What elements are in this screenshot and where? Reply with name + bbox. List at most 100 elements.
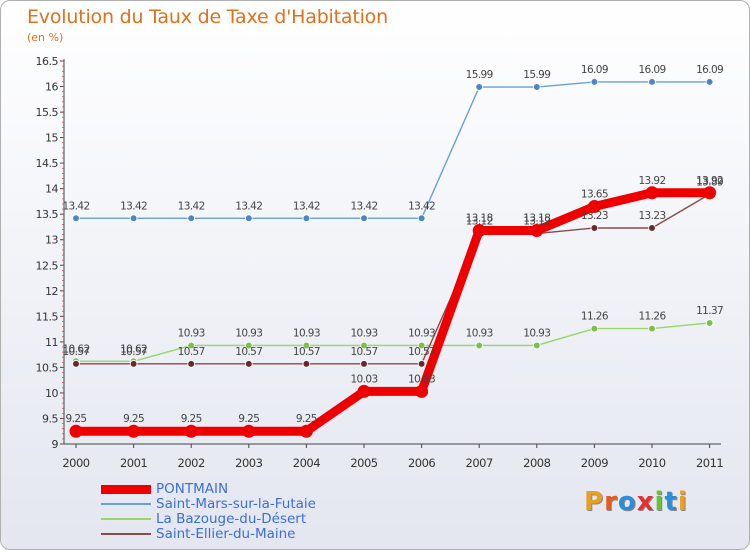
data-point xyxy=(648,324,656,333)
data-label: 10.93 xyxy=(350,327,377,339)
data-point xyxy=(705,78,714,86)
logo-letter: P xyxy=(584,487,605,517)
data-label: 10.57 xyxy=(350,346,377,358)
y-tick-label: 14.5 xyxy=(36,157,59,170)
data-point xyxy=(590,78,599,86)
logo-letter: i xyxy=(677,487,688,517)
data-point xyxy=(472,224,486,238)
y-tick-label: 11.5 xyxy=(36,310,59,323)
logo-letter: t xyxy=(664,487,678,517)
x-tick-label: 2009 xyxy=(581,456,608,470)
data-label: 13.89 xyxy=(696,176,723,188)
y-tick-label: 15.5 xyxy=(36,106,59,119)
y-tick-label: 12.5 xyxy=(36,259,59,272)
data-label: 9.25 xyxy=(66,413,87,425)
series-line-1 xyxy=(75,81,711,219)
data-label: 13.42 xyxy=(178,200,205,212)
data-point xyxy=(645,186,659,200)
data-label: 10.57 xyxy=(62,346,89,358)
data-point xyxy=(703,186,717,200)
data-point xyxy=(590,224,599,232)
data-label: 10.62 xyxy=(120,343,147,355)
proxiti-logo: Proxiti xyxy=(584,487,688,517)
data-point xyxy=(129,360,138,368)
data-label: 13.18 xyxy=(466,213,493,225)
y-tick-label: 11 xyxy=(45,336,58,349)
data-point xyxy=(475,83,484,91)
x-tick-label: 2001 xyxy=(120,456,147,470)
y-tick-label: 10.5 xyxy=(36,361,59,374)
data-label: 10.03 xyxy=(350,373,377,385)
data-point xyxy=(475,341,484,350)
logo-letter: o xyxy=(617,487,637,517)
data-label: 13.42 xyxy=(293,200,320,212)
data-label: 16.09 xyxy=(581,64,608,76)
data-point xyxy=(415,384,429,398)
legend-swatch xyxy=(101,484,151,494)
data-point xyxy=(532,341,541,350)
data-label: 10.57 xyxy=(235,346,262,358)
data-point xyxy=(187,214,196,223)
data-label: 10.57 xyxy=(120,346,147,358)
y-tick-label: 15 xyxy=(45,132,58,145)
logo-letter: x xyxy=(636,487,655,517)
logo-letter: i xyxy=(654,487,665,517)
legend-swatch xyxy=(101,533,151,535)
y-tick-label: 10 xyxy=(45,387,58,400)
data-label: 13.42 xyxy=(235,200,262,212)
data-point xyxy=(72,360,80,368)
data-point xyxy=(417,214,426,223)
y-tick-label: 9 xyxy=(52,438,59,451)
legend-label: La Bazouge-du-Désert xyxy=(156,511,307,527)
y-tick-label: 14 xyxy=(45,183,58,196)
y-tick-label: 12 xyxy=(45,285,58,298)
data-point xyxy=(302,341,311,350)
data-point xyxy=(302,214,311,223)
chart-title: Evolution du Taux de Taxe d'Habitation xyxy=(27,6,388,28)
legend-label: Saint-Ellier-du-Maine xyxy=(156,526,296,542)
data-label: 13.42 xyxy=(350,200,377,212)
data-point xyxy=(245,341,253,350)
data-label: 13.92 xyxy=(638,175,665,187)
data-label: 13.12 xyxy=(523,216,550,228)
data-point xyxy=(242,424,256,438)
data-label: 10.57 xyxy=(178,346,205,358)
y-tick-label: 13.5 xyxy=(36,208,59,221)
data-point xyxy=(127,424,141,438)
x-tick-label: 2011 xyxy=(696,456,723,470)
data-point xyxy=(357,384,371,398)
data-point xyxy=(299,424,313,438)
data-point xyxy=(302,360,311,368)
data-point xyxy=(245,214,253,223)
data-label: 10.93 xyxy=(235,327,262,339)
data-label: 10.93 xyxy=(466,327,493,339)
legend-swatch xyxy=(101,518,151,520)
y-tick-label: 16 xyxy=(45,81,58,94)
line-chart: 9 9.5 10 10.5 11 11.5 12 12.5 13 13.5 14 14.5 15 15.5… xyxy=(36,55,724,470)
data-label: 13.65 xyxy=(581,189,608,201)
legend-label: PONTMAIN xyxy=(156,481,229,497)
data-point xyxy=(72,214,80,223)
data-label: 13.18 xyxy=(523,213,550,225)
data-label: 10.57 xyxy=(293,346,320,358)
data-point xyxy=(69,424,83,438)
x-tick-label: 2007 xyxy=(466,456,493,470)
x-tick-label: 2006 xyxy=(408,456,435,470)
series-line-2 xyxy=(75,322,711,362)
data-label: 10.03 xyxy=(408,373,435,385)
data-point xyxy=(129,214,138,223)
x-tick-label: 2002 xyxy=(178,456,205,470)
data-point xyxy=(532,83,541,91)
logo-letter: r xyxy=(604,487,618,517)
data-point xyxy=(705,319,714,327)
data-point xyxy=(360,360,368,368)
data-point xyxy=(587,200,601,214)
x-tick-label: 2010 xyxy=(638,456,665,470)
data-label: 13.92 xyxy=(696,175,723,187)
series-line-0 xyxy=(71,188,715,436)
data-label: 10.93 xyxy=(523,327,550,339)
x-tick-label: 2004 xyxy=(293,456,320,470)
data-label: 15.99 xyxy=(523,69,550,81)
data-label: 10.62 xyxy=(62,343,89,355)
